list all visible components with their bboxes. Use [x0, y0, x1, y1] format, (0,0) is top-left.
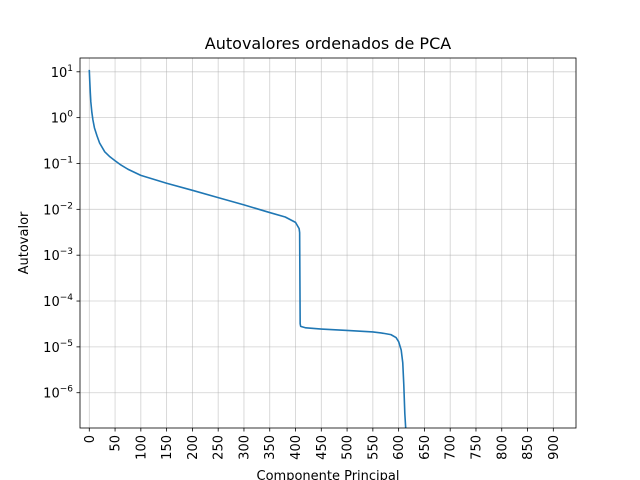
x-tick-label: 700 — [444, 435, 459, 460]
y-tick-exponent: −4 — [60, 293, 74, 303]
x-tick-label: 850 — [521, 435, 536, 460]
y-tick-label: 10−2 — [43, 201, 73, 218]
y-tick-label: 10−3 — [43, 247, 73, 264]
x-tick-label: 150 — [160, 435, 175, 460]
x-tick-label: 400 — [289, 435, 304, 460]
y-tick-exponent: 1 — [67, 64, 73, 74]
y-tick-exponent: −6 — [60, 385, 74, 395]
x-tick-label: 600 — [392, 435, 407, 460]
y-tick-label: 10−1 — [43, 155, 73, 172]
plot-frame — [79, 57, 577, 429]
y-tick-base: 10 — [43, 295, 60, 310]
plot-lines — [88, 69, 407, 428]
y-axis-label: Autovalor — [17, 211, 32, 274]
x-tick-label: 750 — [469, 435, 484, 460]
y-tick-label: 10−4 — [43, 293, 73, 310]
y-tick-base: 10 — [51, 66, 68, 81]
x-tick-label: 100 — [134, 435, 149, 460]
x-tick-label: 550 — [366, 435, 381, 460]
y-tick-exponent: 0 — [67, 110, 73, 120]
x-tick-label: 0 — [83, 435, 98, 443]
axis-ticks: 0 50 100 150 200 250 300 350 400 450 500 550 600 650 7… — [43, 64, 562, 460]
y-tick-exponent: −1 — [60, 155, 73, 165]
chart-title: Autovalores ordenados de PCA — [205, 34, 451, 53]
x-tick-label: 300 — [237, 435, 252, 460]
y-tick-base: 10 — [43, 341, 60, 356]
x-tick-label: 50 — [109, 435, 124, 452]
x-tick-label: 250 — [212, 435, 227, 460]
x-tick-label: 900 — [547, 435, 562, 460]
x-tick-label: 450 — [315, 435, 330, 460]
y-tick-base: 10 — [43, 249, 60, 264]
x-tick-label: 800 — [495, 435, 510, 460]
y-tick-label: 10−6 — [43, 385, 73, 402]
y-tick-base: 10 — [43, 387, 60, 402]
x-tick-label: 650 — [418, 435, 433, 460]
y-tick-label: 10−5 — [43, 339, 73, 356]
y-tick-base: 10 — [43, 157, 60, 172]
x-tick-label: 350 — [263, 435, 278, 460]
x-tick-label: 500 — [341, 435, 356, 460]
y-tick-exponent: −3 — [60, 247, 73, 257]
y-tick-label: 101 — [51, 64, 73, 81]
x-tick-label: 200 — [186, 435, 201, 460]
x-axis-label: Componente Principal — [257, 469, 400, 480]
grid-lines — [80, 58, 576, 428]
y-tick-label: 100 — [51, 110, 74, 127]
y-tick-base: 10 — [51, 112, 68, 127]
y-tick-exponent: −5 — [60, 339, 73, 349]
y-tick-base: 10 — [43, 203, 60, 218]
y-tick-exponent: −2 — [60, 201, 73, 211]
eigenvalue-series-line — [88, 69, 407, 428]
